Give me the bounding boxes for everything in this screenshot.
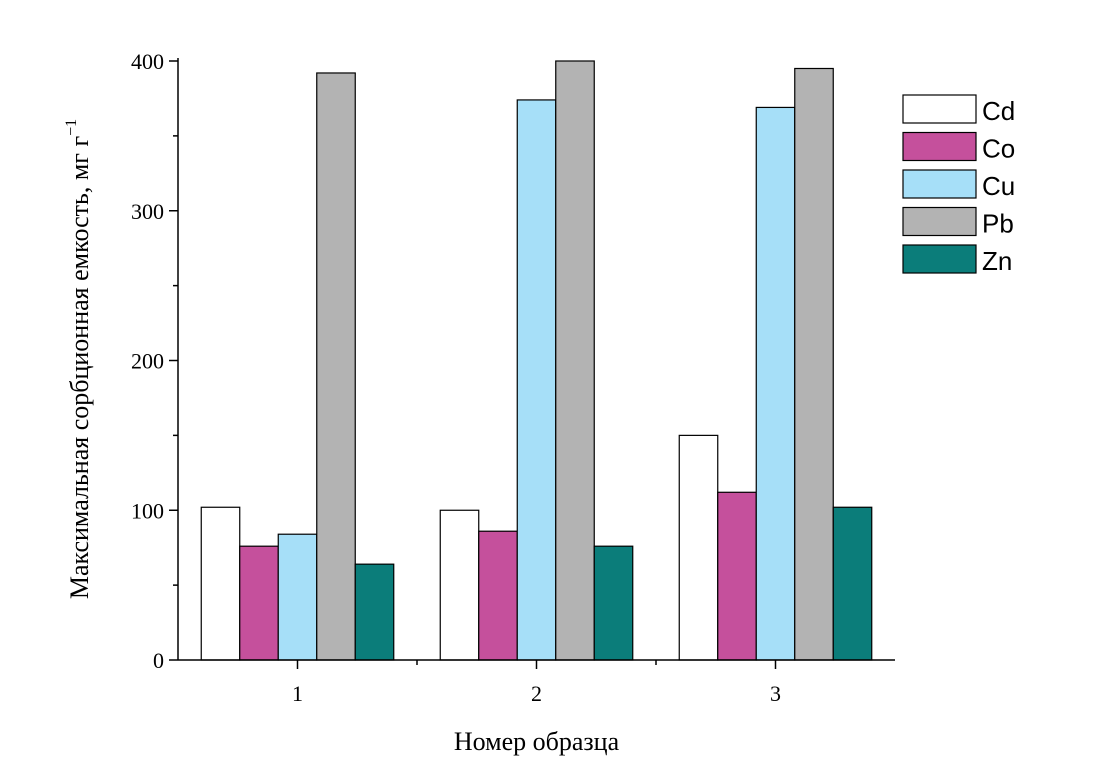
- legend-swatch-co: [902, 131, 977, 162]
- bar-co-3: [717, 491, 757, 661]
- y-axis-title: Максимальная сорбционная емкость, мг г−1: [63, 119, 94, 599]
- bar-cd-2: [439, 509, 480, 661]
- y-tick-label: 200: [131, 349, 164, 374]
- legend-swatch-cu: [902, 169, 977, 199]
- y-ticks-group: 0 100 200 300 400: [131, 49, 178, 673]
- y-tick-label: 400: [131, 49, 164, 74]
- bar-cu-2: [516, 99, 557, 661]
- y-tick-label: 0: [153, 648, 164, 673]
- legend-label-zn: Zn: [982, 246, 1012, 276]
- legend-label-co: Co: [982, 134, 1015, 164]
- x-tick-label: 1: [292, 681, 303, 706]
- bar-cu-3: [755, 106, 796, 661]
- legend-label-pb: Pb: [982, 209, 1014, 239]
- y-tick-label: 300: [131, 199, 164, 224]
- x-axis-title: Номер образца: [454, 727, 620, 756]
- legend-swatch-zn: [902, 244, 977, 274]
- legend-label-cd: Cd: [982, 96, 1015, 126]
- x-tick-label: 3: [770, 681, 781, 706]
- bar-co-2: [478, 530, 518, 661]
- y-axis-title-text: Максимальная сорбционная емкость, мг г: [65, 136, 94, 599]
- legend-swatch-cd: [902, 94, 977, 124]
- legend: Cd Co Cu Pb Zn: [902, 94, 1015, 276]
- legend-label-cu: Cu: [982, 171, 1015, 201]
- x-ticks-group: 1 2 3: [292, 660, 781, 706]
- bar-pb-1: [316, 72, 356, 661]
- bar-cd-1: [200, 506, 241, 661]
- bar-pb-2: [555, 60, 595, 661]
- bar-co-1: [239, 545, 279, 661]
- y-tick-label: 100: [131, 498, 164, 523]
- y-axis-title-superscript: −1: [63, 119, 80, 136]
- x-tick-label: 2: [531, 681, 542, 706]
- bar-zn-2: [593, 545, 634, 661]
- bars-group: [200, 60, 873, 661]
- bar-zn-3: [832, 506, 873, 661]
- bar-cd-3: [678, 434, 719, 661]
- bar-zn-1: [354, 563, 395, 661]
- bar-pb-3: [794, 67, 834, 661]
- legend-swatch-pb: [902, 206, 977, 237]
- bar-cu-1: [277, 533, 318, 661]
